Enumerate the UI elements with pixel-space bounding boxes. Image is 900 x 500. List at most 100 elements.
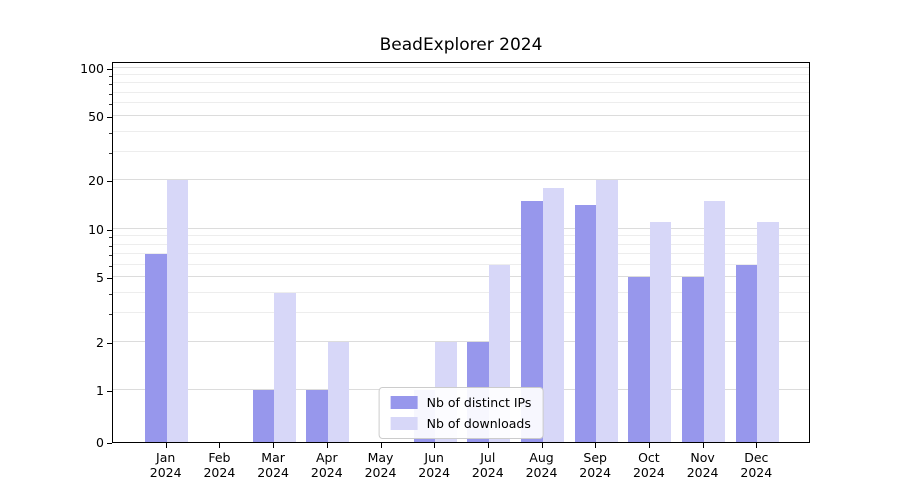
- x-tick-year: 2024: [203, 465, 236, 480]
- legend-swatch: [390, 417, 418, 430]
- x-tick-year: 2024: [310, 465, 343, 480]
- x-tick-label: Jul 2024: [458, 450, 518, 480]
- plot-area: [112, 62, 810, 443]
- y-minor-tick-mark: [109, 237, 112, 239]
- legend: Nb of distinct IPs Nb of downloads: [378, 387, 544, 439]
- x-tick-month: Aug: [529, 450, 554, 465]
- x-tick-month: Apr: [315, 450, 338, 465]
- bar-distinct-ips: [145, 253, 167, 442]
- bar-downloads: [274, 293, 296, 442]
- x-tick-month: May: [367, 450, 394, 465]
- gridline-minor: [113, 235, 809, 237]
- x-tick-month: Oct: [638, 450, 660, 465]
- x-tick-label: Sep 2024: [565, 450, 625, 480]
- x-tick-month: Feb: [208, 450, 231, 465]
- x-tick-year: 2024: [525, 465, 558, 480]
- gridline-minor: [113, 130, 809, 132]
- x-tick-label: Nov 2024: [673, 450, 733, 480]
- bar-distinct-ips: [682, 277, 704, 442]
- x-tick-year: 2024: [632, 465, 665, 480]
- y-tick-label: 50: [88, 109, 104, 125]
- gridline-major: [113, 276, 809, 278]
- x-tick-label: Aug 2024: [512, 450, 572, 480]
- y-minor-tick-mark: [109, 254, 112, 256]
- x-tick-label: Jun 2024: [404, 450, 464, 480]
- y-tick-mark: [107, 342, 112, 344]
- gridline-minor: [113, 292, 809, 293]
- y-minor-tick-mark: [109, 245, 112, 247]
- y-minor-tick-mark: [109, 93, 112, 95]
- legend-item: Nb of downloads: [390, 416, 532, 431]
- bar-downloads: [166, 180, 189, 442]
- gridline-minor: [113, 243, 809, 245]
- x-tick-month: Nov: [690, 450, 715, 465]
- y-minor-tick-mark: [109, 76, 112, 77]
- x-tick-mark: [434, 443, 436, 448]
- gridline-major: [113, 227, 809, 229]
- bar-downloads: [703, 200, 726, 442]
- y-tick-label: 0: [96, 435, 104, 450]
- gridline-minor: [113, 252, 809, 254]
- x-tick-year: 2024: [364, 465, 397, 480]
- x-tick-year: 2024: [471, 465, 504, 480]
- bar-downloads: [757, 222, 779, 442]
- y-minor-tick-mark: [109, 132, 112, 134]
- y-tick-label: 1: [96, 383, 104, 398]
- x-tick-month: Jan: [156, 450, 176, 465]
- gridline-minor: [113, 263, 809, 265]
- bar-distinct-ips: [574, 205, 597, 442]
- gridline-minor: [113, 150, 809, 152]
- y-tick-label: 5: [96, 270, 104, 286]
- y-tick-label: 20: [88, 173, 104, 189]
- x-tick-year: 2024: [740, 465, 773, 480]
- x-tick-mark: [273, 443, 275, 448]
- y-tick-mark: [107, 68, 112, 70]
- legend-swatch: [390, 396, 418, 409]
- y-minor-tick-mark: [109, 314, 112, 316]
- x-tick-month: Jun: [424, 450, 444, 465]
- y-minor-tick-mark: [109, 152, 112, 154]
- x-tick-label: Jan 2024: [136, 450, 196, 480]
- bar-downloads: [649, 222, 672, 442]
- x-tick-mark: [648, 443, 650, 448]
- gridline-minor: [113, 74, 809, 75]
- x-tick-month: Mar: [261, 450, 285, 465]
- bar-downloads: [596, 180, 618, 442]
- y-tick-mark: [107, 117, 112, 119]
- gridline-minor: [113, 91, 809, 93]
- y-tick-mark: [107, 391, 112, 392]
- bar-distinct-ips: [628, 277, 650, 442]
- gridline-major: [113, 115, 809, 117]
- bar-distinct-ips: [735, 264, 758, 442]
- y-tick-label: 2: [96, 334, 104, 350]
- y-tick-label: 10: [88, 221, 104, 237]
- x-tick-mark: [487, 443, 489, 448]
- y-tick-mark: [107, 443, 112, 444]
- x-tick-month: Dec: [744, 450, 769, 465]
- x-tick-month: Sep: [583, 450, 607, 465]
- x-tick-mark: [541, 443, 543, 448]
- y-tick-mark: [107, 229, 112, 231]
- x-tick-mark: [326, 443, 328, 448]
- x-tick-label: Apr 2024: [297, 450, 357, 480]
- x-tick-year: 2024: [579, 465, 612, 480]
- gridline-major: [113, 340, 809, 342]
- bar-distinct-ips: [521, 200, 543, 442]
- x-tick-label: Dec 2024: [726, 450, 786, 480]
- x-tick-mark: [756, 443, 758, 448]
- x-tick-mark: [219, 443, 221, 448]
- x-tick-label: May 2024: [351, 450, 411, 480]
- gridline-major: [113, 66, 809, 68]
- x-tick-label: Mar 2024: [243, 450, 303, 480]
- y-minor-tick-mark: [109, 294, 112, 295]
- legend-label: Nb of downloads: [426, 416, 531, 431]
- x-tick-year: 2024: [418, 465, 451, 480]
- bar-downloads: [327, 341, 350, 442]
- gridline-minor: [113, 102, 809, 104]
- y-minor-tick-mark: [109, 84, 112, 86]
- legend-label: Nb of distinct IPs: [426, 395, 532, 410]
- y-minor-tick-mark: [109, 104, 112, 106]
- gridline-major: [113, 179, 809, 181]
- x-tick-mark: [595, 443, 597, 448]
- x-tick-year: 2024: [257, 465, 289, 480]
